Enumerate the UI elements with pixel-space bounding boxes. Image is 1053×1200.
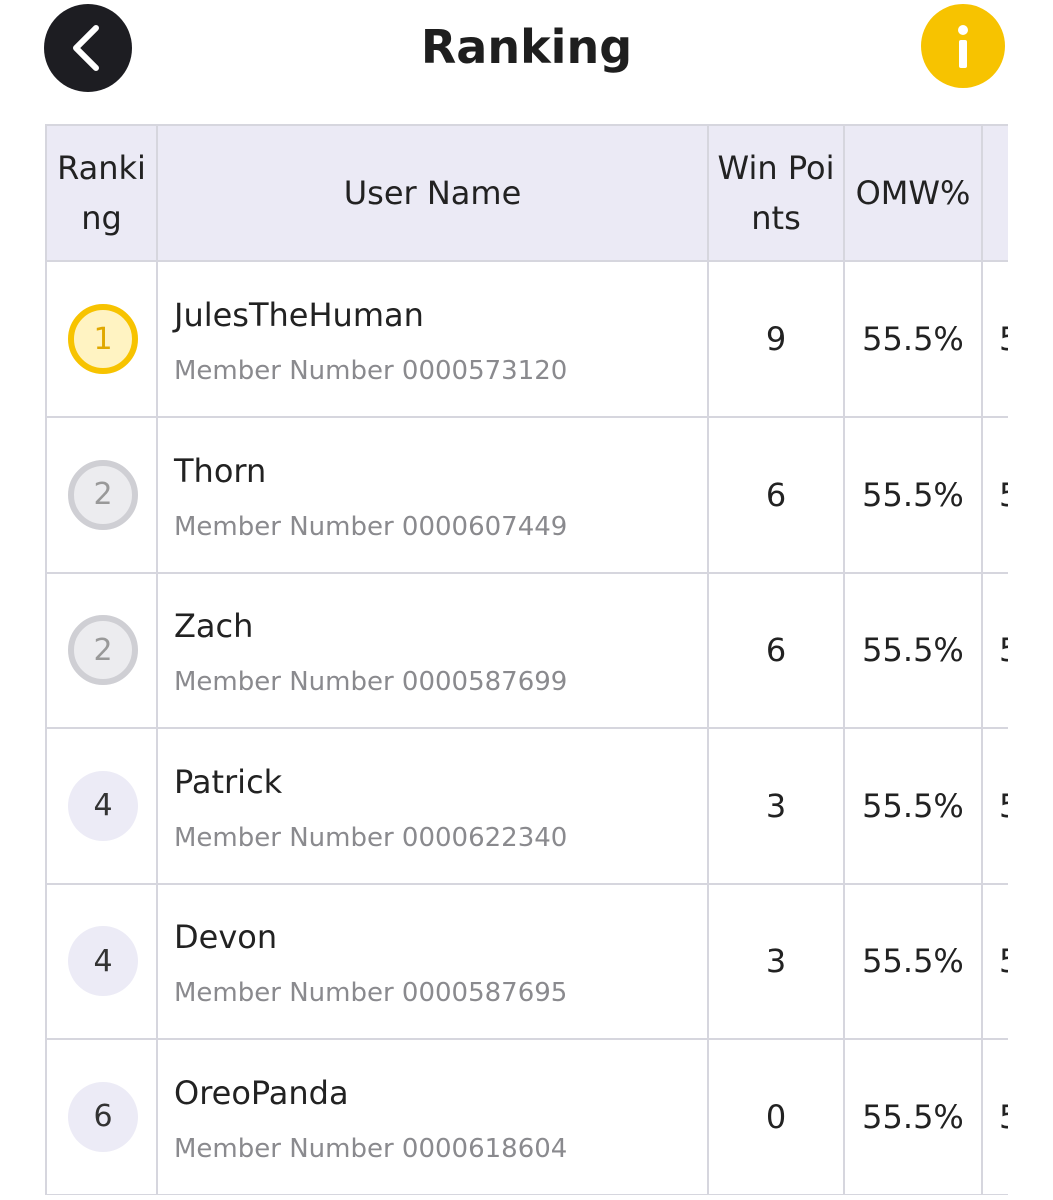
rank-badge: 4 <box>68 926 138 996</box>
column-header: Ranking <box>45 124 158 262</box>
user-cell: JulesTheHuman Member Number 0000573120 <box>158 262 709 418</box>
omw-percent: 55.5% <box>845 417 983 574</box>
info-button[interactable] <box>921 4 1005 88</box>
member-number: Member Number 0000618604 <box>174 1133 568 1164</box>
member-number: Member Number 0000573120 <box>174 356 568 386</box>
member-number: Member Number 0000587699 <box>174 667 568 697</box>
user-cell: Zach Member Number 0000587699 <box>158 573 709 729</box>
omw-percent: 55.5% <box>845 884 983 1040</box>
extra-value: 5 <box>983 729 1008 885</box>
column-header: User Name <box>158 124 709 262</box>
rank-cell: 4 <box>45 884 158 1040</box>
user-cell: Patrick Member Number 0000622340 <box>158 728 709 885</box>
rank-badge: 4 <box>68 770 138 841</box>
back-button[interactable] <box>44 4 132 92</box>
user-cell: OreoPanda Member Number 0000618604 <box>158 1039 709 1195</box>
rank-badge: 2 <box>68 615 138 685</box>
extra-value: 5 <box>983 418 1008 574</box>
extra-value: 5 <box>983 884 1008 1040</box>
win-points: 0 <box>709 1039 845 1195</box>
user-name: Patrick <box>174 762 283 801</box>
rank-cell: 4 <box>45 728 158 885</box>
win-points: 3 <box>709 728 845 885</box>
user-name: OreoPanda <box>174 1073 349 1112</box>
rank-cell: 2 <box>45 417 158 574</box>
rank-badge: 6 <box>68 1081 138 1152</box>
member-number: Member Number 0000607449 <box>174 511 568 542</box>
extra-value: 5 <box>983 573 1008 729</box>
user-cell: Thorn Member Number 0000607449 <box>158 417 709 574</box>
omw-percent: 55.5% <box>845 1039 983 1195</box>
rank-cell: 2 <box>45 573 158 729</box>
user-name: JulesTheHuman <box>174 296 424 334</box>
member-number: Member Number 0000587695 <box>174 978 568 1008</box>
rank-cell: 1 <box>45 262 158 418</box>
win-points: 6 <box>709 573 845 729</box>
rank-badge: 1 <box>68 304 138 374</box>
rank-cell: 6 <box>45 1039 158 1195</box>
rank-badge: 2 <box>68 459 138 530</box>
win-points: 6 <box>709 417 845 574</box>
user-name: Devon <box>174 918 278 956</box>
column-header: OMW% <box>845 124 983 262</box>
column-header: O <box>983 124 1008 262</box>
back-icon <box>73 25 99 71</box>
column-header: Win Points <box>709 124 845 262</box>
user-cell: Devon Member Number 0000587695 <box>158 884 709 1040</box>
user-name: Thorn <box>174 451 267 490</box>
omw-percent: 55.5% <box>845 262 983 418</box>
win-points: 3 <box>709 884 845 1040</box>
extra-value: 5 <box>983 262 1008 418</box>
page-title: Ranking <box>420 20 633 74</box>
info-icon <box>958 25 968 68</box>
member-number: Member Number 0000622340 <box>174 822 568 853</box>
user-name: Zach <box>174 607 254 645</box>
omw-percent: 55.5% <box>845 573 983 729</box>
win-points: 9 <box>709 262 845 418</box>
omw-percent: 55.5% <box>845 728 983 885</box>
extra-value: 5 <box>983 1040 1008 1195</box>
